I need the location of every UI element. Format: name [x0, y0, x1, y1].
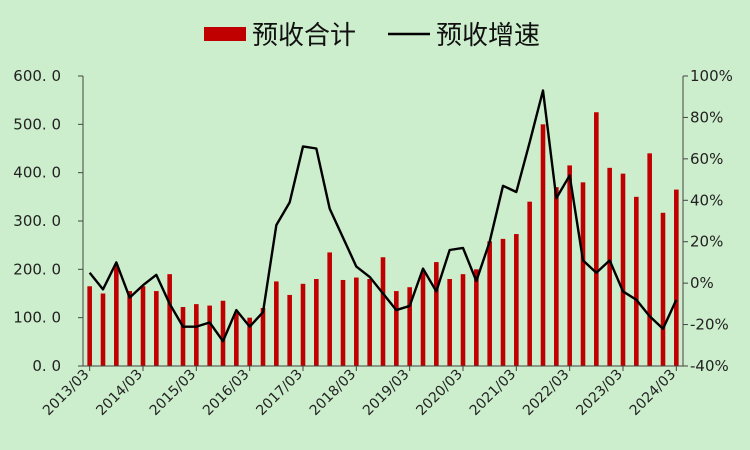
bar: [314, 279, 319, 366]
bar: [100, 293, 106, 366]
line-series: [88, 89, 678, 343]
bar: [460, 274, 466, 366]
bar: [647, 153, 652, 366]
bar: [207, 305, 212, 366]
bar: [407, 287, 412, 366]
bar: [180, 307, 186, 366]
bar: [554, 187, 559, 366]
bar: [607, 167, 612, 366]
bar: [447, 279, 452, 366]
legend-label-bar: 预收合计: [252, 21, 356, 51]
right-axis-ticks: -40% -20% 0% 20% 40% 60% 80% 100%: [683, 67, 733, 375]
left-tick-label: 600. 0: [13, 67, 61, 85]
bar: [474, 269, 479, 366]
x-tick-label: 2014/03: [93, 367, 145, 419]
bar: [394, 291, 399, 366]
bar: [354, 277, 359, 366]
x-tick-label: 2017/03: [253, 367, 305, 419]
right-tick-label: -40%: [690, 357, 729, 375]
left-tick-label: 300. 0: [13, 212, 61, 230]
bar: [527, 201, 532, 366]
bar: [674, 189, 679, 366]
bar: [327, 252, 332, 366]
bar: [420, 271, 426, 366]
right-tick-label: 0%: [690, 274, 714, 292]
bar: [540, 124, 546, 366]
right-tick-label: 40%: [690, 191, 723, 209]
bar: [367, 279, 372, 366]
bar: [620, 173, 626, 366]
bar: [594, 112, 599, 366]
bar: [380, 257, 386, 366]
x-tick-label: 2015/03: [147, 367, 199, 419]
bar: [127, 291, 132, 366]
left-tick-label: 200. 0: [13, 260, 61, 278]
x-tick-label: 2023/03: [573, 367, 625, 419]
bar: [247, 317, 252, 366]
legend-label-line: 预收增速: [436, 21, 540, 51]
bar: [194, 304, 199, 366]
legend: 预收合计 预收增速: [204, 21, 540, 51]
x-tick-label: 2020/03: [413, 367, 465, 419]
bar: [140, 286, 146, 366]
bar: [260, 308, 266, 366]
x-axis-ticks: 2013/03 2014/03 2015/03 2016/03 2017/03 2018/…: [40, 366, 679, 419]
growth-line: [88, 89, 678, 343]
bar: [167, 274, 172, 366]
left-tick-label: 100. 0: [13, 309, 61, 327]
bar: [154, 291, 159, 366]
bar: [220, 300, 226, 366]
bar: [274, 281, 279, 366]
bar: [487, 241, 492, 366]
bar: [287, 294, 292, 366]
bar-series: [87, 112, 679, 366]
right-tick-label: 80%: [690, 108, 723, 126]
left-tick-label: 0. 0: [32, 357, 61, 375]
bar: [634, 196, 639, 366]
left-tick-label: 400. 0: [13, 164, 61, 182]
right-tick-label: 20%: [690, 233, 723, 251]
bar: [87, 286, 92, 366]
bar: [340, 279, 346, 366]
x-tick-label: 2018/03: [307, 367, 359, 419]
x-tick-label: 2022/03: [520, 367, 572, 419]
bar: [234, 312, 239, 366]
bar: [567, 165, 572, 366]
bar: [580, 182, 586, 366]
right-tick-label: -20%: [690, 316, 729, 334]
x-tick-label: 2019/03: [360, 367, 412, 419]
bar: [514, 234, 519, 366]
legend-swatch-bar: [204, 27, 246, 41]
right-tick-label: 100%: [690, 67, 733, 85]
bar: [300, 283, 306, 366]
right-tick-label: 60%: [690, 150, 723, 168]
x-tick-label: 2024/03: [627, 367, 679, 419]
bar: [500, 238, 506, 366]
left-axis-ticks: 0. 0 100. 0 200. 0 300. 0 400. 0 500. 0 600. 0: [13, 67, 83, 375]
left-tick-label: 500. 0: [13, 115, 61, 133]
bar: [434, 262, 439, 366]
bar: [660, 212, 666, 366]
bar: [114, 264, 119, 366]
x-tick-label: 2016/03: [200, 367, 252, 419]
x-tick-label: 2021/03: [467, 367, 519, 419]
